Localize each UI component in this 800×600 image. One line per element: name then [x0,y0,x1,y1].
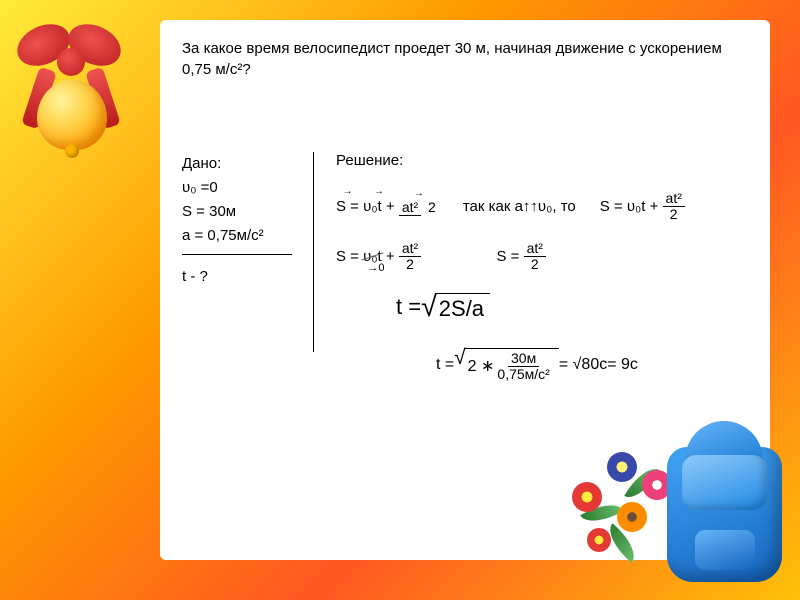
eq4-lhs: S = [496,248,523,265]
given-v0: υ₀ =0 [182,176,302,200]
frac-num: 30м [508,351,539,367]
frac-den: 2 [403,257,417,272]
frac-den: 2 [528,257,542,272]
final-result: = √80с= 9с [559,356,638,374]
eq1-s: S = [336,198,359,215]
eq1-v0t: υ₀t + [363,198,395,215]
backpack-decoration [572,382,782,582]
vertical-divider [313,152,314,352]
eq3-zero: →0 [367,262,384,274]
frac-den: 2 [425,199,439,215]
given-divider: t - ? [182,254,292,289]
final-frac: 30м 0,75м/с² [494,351,552,383]
equation-row-1: S = υ₀t + at² 2 так как a↑↑υ₀, то S = υ₀… [336,191,748,223]
eq2-frac: at² 2 [663,191,685,223]
solution-label: Решение: [336,152,748,169]
frac-den: 2 [667,207,681,222]
problem-statement: За какое время велосипедист проедет 30 м… [182,38,748,80]
equation-row-2: S = υ₀t + at² 2 →0 S = at² 2 [336,241,748,273]
sqrt-body: 2S/a [435,293,490,322]
final-t: t = [436,356,454,374]
condition-text: так как a↑↑υ₀, то [463,198,576,215]
frac-num: at² [399,241,421,257]
given-a: a = 0,75м/с² [182,224,302,248]
given-title: Дано: [182,152,302,176]
final-calculation: t = √ 2 ∗ 30м 0,75м/с² = √80с= 9с [436,348,748,383]
solution-block: Решение: S = υ₀t + at² 2 так как a↑↑υ₀, … [312,152,748,382]
frac-den: 0,75м/с² [494,367,552,382]
frac-num: at² [524,241,546,257]
final-sqrt: √ 2 ∗ 30м 0,75м/с² [454,348,559,383]
given-block: Дано: υ₀ =0 S = 30м a = 0,75м/с² t - ? [182,152,312,289]
big-t: t = [396,294,421,320]
bell-decoration [12,20,152,150]
frac-num: at² [663,191,685,207]
given-find: t - ? [182,268,208,285]
sqrt: √ 2S/a [421,293,490,322]
work-area: Дано: υ₀ =0 S = 30м a = 0,75м/с² t - ? Р… [182,152,748,382]
eq4-frac: at² 2 [524,241,546,273]
final-mult: 2 ∗ [468,356,495,376]
frac-num: at² [399,199,421,216]
eq2-lhs: S = υ₀t + [600,198,663,215]
main-formula: t = √ 2S/a [396,293,748,322]
given-s: S = 30м [182,200,302,224]
eq1-frac: at² 2 [399,200,439,215]
eq3-plus: + [386,248,399,265]
eq3-lhs: S = [336,248,363,265]
eq3-frac: at² 2 [399,241,421,273]
